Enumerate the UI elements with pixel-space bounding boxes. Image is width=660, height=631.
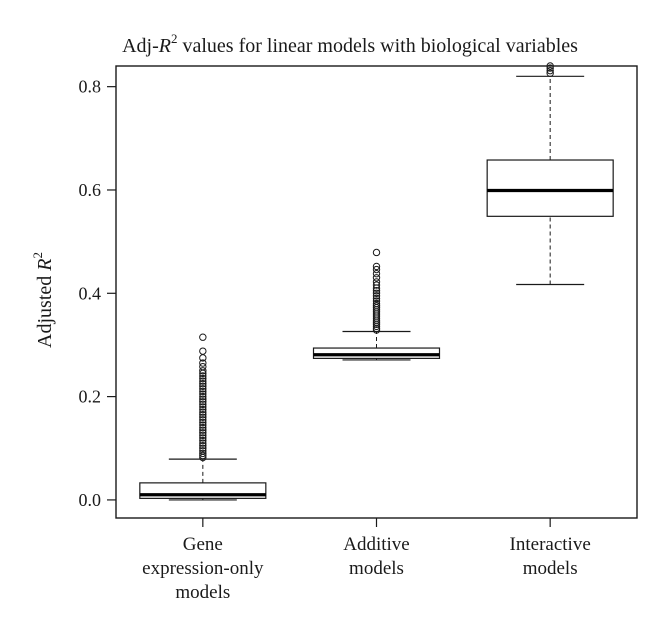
outlier-point bbox=[372, 274, 381, 282]
outlier-point bbox=[372, 248, 381, 257]
outlier-point bbox=[199, 405, 207, 414]
x-category-label: Additive models bbox=[343, 534, 410, 579]
outlier-point bbox=[372, 292, 381, 300]
outlier-point bbox=[372, 289, 381, 297]
box-group bbox=[139, 333, 267, 501]
outlier-point bbox=[199, 374, 207, 383]
outlier-point bbox=[372, 297, 381, 305]
x-category-label-line: Interactive bbox=[510, 534, 591, 555]
y-tick-label: 0.4 bbox=[79, 283, 102, 303]
outlier-point bbox=[199, 392, 207, 401]
x-category-label: Gene expression-only models bbox=[142, 534, 264, 603]
outlier-point bbox=[199, 431, 207, 440]
x-category-label-line: models bbox=[175, 582, 230, 603]
outlier-point bbox=[199, 416, 207, 424]
chart-title-suffix: values for linear models with biological… bbox=[177, 35, 578, 57]
outlier-point bbox=[372, 265, 381, 274]
outlier-point bbox=[372, 294, 381, 303]
outlier-point bbox=[199, 434, 207, 442]
outlier-point bbox=[199, 379, 207, 388]
outlier-point bbox=[372, 281, 381, 289]
y-tick-label: 0.0 bbox=[79, 490, 102, 510]
box-group bbox=[312, 248, 441, 361]
outlier-point bbox=[199, 421, 207, 429]
outlier-point bbox=[199, 423, 207, 432]
outlier-point bbox=[199, 451, 207, 460]
outlier-point bbox=[199, 382, 207, 390]
outlier-point bbox=[199, 387, 207, 396]
outlier-point bbox=[199, 413, 207, 421]
outlier-point bbox=[546, 69, 554, 77]
box-group bbox=[486, 62, 614, 286]
outlier-point bbox=[199, 398, 207, 406]
outlier-point bbox=[372, 278, 381, 286]
outlier-point bbox=[372, 287, 381, 295]
chart-title: Adj-R2 values for linear models with bio… bbox=[122, 31, 578, 57]
x-category-label-line: models bbox=[349, 558, 404, 579]
outlier-point bbox=[199, 403, 207, 411]
x-category-label: Interactive models bbox=[510, 534, 591, 579]
outlier-point bbox=[372, 299, 381, 308]
outlier-point bbox=[199, 390, 207, 398]
outlier-point bbox=[546, 62, 554, 70]
outlier-point bbox=[199, 436, 207, 445]
outlier-point bbox=[199, 395, 207, 403]
outlier-point bbox=[372, 269, 381, 278]
outlier-point bbox=[199, 359, 207, 367]
y-tick-label: 0.2 bbox=[79, 387, 102, 407]
outlier-point bbox=[199, 449, 207, 458]
y-axis-label-symbol: R bbox=[34, 259, 56, 272]
x-category-label-line: Additive bbox=[343, 534, 410, 555]
outlier-point bbox=[199, 418, 207, 427]
outlier-point bbox=[199, 447, 207, 455]
y-axis-label: Adjusted R2 bbox=[30, 252, 56, 348]
chart-title-prefix: Adj- bbox=[122, 35, 159, 57]
outlier-point bbox=[199, 362, 207, 371]
box-iqr bbox=[486, 159, 614, 217]
outlier-point bbox=[199, 444, 207, 452]
outlier-point bbox=[199, 410, 207, 419]
plot-frame bbox=[115, 65, 638, 519]
x-category-label-line: models bbox=[523, 558, 578, 579]
outlier-point bbox=[199, 377, 207, 385]
outlier-point bbox=[199, 408, 207, 416]
outlier-point bbox=[199, 429, 207, 437]
outlier-point bbox=[199, 333, 207, 341]
outlier-point bbox=[546, 66, 554, 75]
outlier-point bbox=[199, 385, 207, 393]
outlier-point bbox=[372, 262, 381, 271]
outlier-point bbox=[199, 441, 207, 450]
outlier-point bbox=[372, 301, 381, 310]
x-category-label-line: expression-only bbox=[142, 558, 264, 579]
outlier-point bbox=[199, 426, 207, 434]
box-iqr bbox=[139, 482, 267, 499]
outlier-point bbox=[199, 347, 207, 355]
box-series bbox=[139, 62, 614, 501]
chart-title-superscript: 2 bbox=[171, 31, 178, 46]
outlier-point bbox=[546, 64, 554, 72]
chart-title-symbol: R bbox=[158, 35, 171, 57]
outlier-point bbox=[199, 367, 207, 375]
outlier-point bbox=[199, 400, 207, 409]
y-axis-label-prefix: Adjusted bbox=[34, 271, 56, 348]
outlier-point bbox=[199, 372, 207, 380]
y-tick-label: 0.6 bbox=[79, 180, 102, 200]
y-axis-label-superscript: 2 bbox=[30, 252, 45, 259]
y-axis: 0.0 0.2 0.4 0.6 0.8 bbox=[79, 77, 116, 510]
y-tick-label: 0.8 bbox=[79, 77, 102, 97]
outlier-point bbox=[199, 439, 207, 447]
x-category-label-line: Gene bbox=[183, 534, 223, 555]
